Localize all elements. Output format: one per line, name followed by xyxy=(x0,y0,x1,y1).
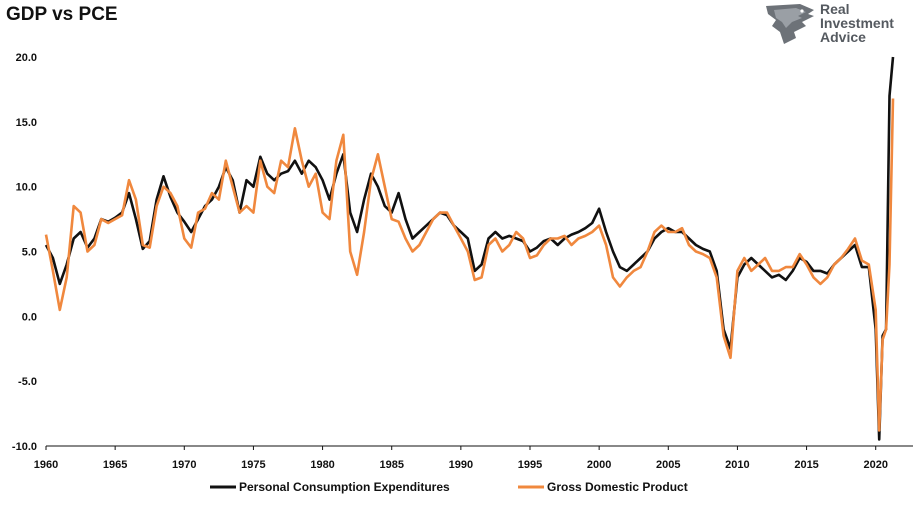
y-tick-label: 15.0 xyxy=(16,117,37,129)
y-tick-label: 0.0 xyxy=(22,311,37,323)
legend: Personal Consumption Expenditures Gross … xyxy=(210,480,688,494)
legend-label-pce: Personal Consumption Expenditures xyxy=(239,480,450,494)
x-axis-ticks: 1960 1965 1970 1975 1980 1985 1990 1995 2000 2005… xyxy=(34,446,888,471)
x-tick-label: 2020 xyxy=(863,459,887,471)
x-tick-label: 1965 xyxy=(103,459,127,471)
x-tick-label: 2010 xyxy=(725,459,749,471)
eagle-logo-icon xyxy=(766,4,814,44)
x-tick-label: 2015 xyxy=(794,459,818,471)
brand-logo: Real Investment Advice xyxy=(762,2,912,46)
brand-line-3: Advice xyxy=(820,29,866,45)
x-tick-label: 1980 xyxy=(310,459,334,471)
y-axis-ticks: 20.0 15.0 10.0 5.0 0.0 -5.0 -10.0 xyxy=(12,52,37,453)
series-line-pce xyxy=(44,56,895,441)
y-tick-label: -10.0 xyxy=(12,441,37,453)
legend-label-gdp: Gross Domestic Product xyxy=(547,480,688,494)
x-tick-label: 1970 xyxy=(172,459,196,471)
brand-line-1: Real xyxy=(820,1,850,17)
y-tick-label: 5.0 xyxy=(22,247,37,259)
series-lines xyxy=(44,56,895,441)
x-tick-label: 1985 xyxy=(379,459,403,471)
x-tick-label: 2005 xyxy=(656,459,680,471)
brand-line-2: Investment xyxy=(820,15,894,31)
y-tick-label: -5.0 xyxy=(18,376,37,388)
x-tick-label: 1990 xyxy=(449,459,473,471)
chart-title: GDP vs PCE xyxy=(6,4,118,25)
x-tick-label: 1975 xyxy=(241,459,265,471)
x-tick-label: 1960 xyxy=(34,459,58,471)
y-tick-label: 20.0 xyxy=(16,52,37,64)
x-tick-label: 2000 xyxy=(587,459,611,471)
y-tick-label: 10.0 xyxy=(16,182,37,194)
brand-logo-text: Real Investment Advice xyxy=(820,2,894,44)
series-line-gdp xyxy=(44,98,895,432)
x-tick-label: 1995 xyxy=(518,459,542,471)
